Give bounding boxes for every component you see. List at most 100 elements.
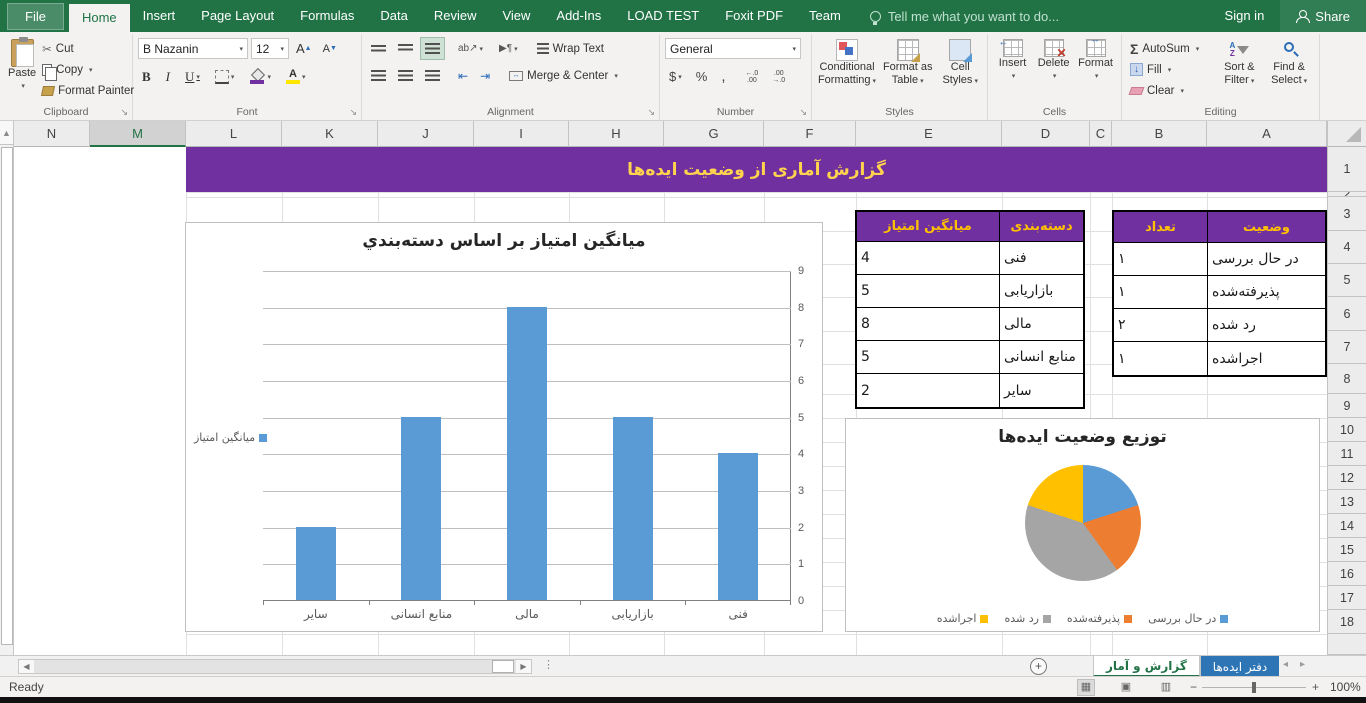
column-header-G[interactable]: G bbox=[664, 121, 764, 147]
horizontal-scrollbar[interactable]: ◀ ▶ bbox=[18, 659, 532, 674]
merge-center-button[interactable]: ↔ Merge & Center ▾ bbox=[506, 65, 621, 86]
alignment-dialog-launcher[interactable]: ↘ bbox=[647, 107, 655, 117]
row-header-2[interactable]: 2 bbox=[1327, 192, 1366, 197]
shrink-font-button[interactable]: A ▼ bbox=[322, 42, 337, 55]
category-table-cell-3-1[interactable]: 5 bbox=[857, 341, 999, 374]
horizontal-scroll-thumb[interactable] bbox=[492, 660, 514, 673]
category-table-row[interactable]: فنی 4 bbox=[857, 242, 1083, 275]
format-cells-button[interactable]: ↔ Format ▾ bbox=[1078, 34, 1113, 81]
font-color-button[interactable]: A ▾ bbox=[282, 66, 310, 87]
fill-color-button[interactable]: ▾ bbox=[245, 66, 275, 87]
status-table[interactable]: وضعیت تعداد در حال بررسی ۱ پذیرفته‌شده ۱ رد شد… bbox=[1112, 210, 1327, 377]
status-table-cell-1-1[interactable]: ۱ bbox=[1114, 276, 1207, 309]
orientation-button[interactable]: ab↗ ▾ bbox=[458, 43, 484, 54]
status-table-cell-0-1[interactable]: ۱ bbox=[1114, 243, 1207, 276]
bottom-align-button[interactable] bbox=[420, 37, 445, 60]
category-table-cell-3-0[interactable]: منابع انسانی bbox=[999, 341, 1083, 374]
bar-chart[interactable]: میانگین امتیاز بر اساس دسته‌بندي 0 1 2 3 4 5 6… bbox=[185, 222, 823, 632]
underline-button[interactable]: U ▾ bbox=[185, 68, 200, 84]
bold-button[interactable]: B bbox=[142, 68, 151, 84]
borders-button[interactable]: ▾ bbox=[211, 66, 239, 87]
row-header-15[interactable]: 15 bbox=[1327, 538, 1366, 562]
bar-بازاریابی[interactable] bbox=[612, 416, 653, 600]
ribbon-tab-insert[interactable]: Insert bbox=[142, 8, 176, 23]
column-header-J[interactable]: J bbox=[378, 121, 474, 147]
row-header-8[interactable]: 8 bbox=[1327, 364, 1366, 394]
category-table-cell-4-1[interactable]: 2 bbox=[861, 382, 870, 399]
column-header-A[interactable]: A bbox=[1207, 121, 1327, 147]
report-title-banner[interactable]: گزارش آماری از وضعیت ایده‌ها bbox=[186, 147, 1327, 192]
font-size-select[interactable]: 12 ▾ bbox=[251, 38, 289, 59]
row-header-14[interactable]: 14 bbox=[1327, 514, 1366, 538]
column-header-L[interactable]: L bbox=[186, 121, 282, 147]
scroll-left-icon[interactable]: ◀ bbox=[19, 660, 34, 673]
row-header-17[interactable]: 17 bbox=[1327, 586, 1366, 610]
bar-منابع انسانی[interactable] bbox=[401, 416, 442, 600]
insert-cells-button[interactable]: ← Insert ▾ bbox=[998, 37, 1027, 81]
conditional-formatting-button[interactable]: Conditional Formatting ▾ bbox=[817, 36, 877, 104]
status-table-cell-3-1[interactable]: ۱ bbox=[1118, 350, 1126, 367]
increase-decimal-button[interactable]: ←.0.00 bbox=[745, 69, 759, 84]
clear-button[interactable]: Clear ▾ bbox=[1127, 80, 1215, 101]
category-table[interactable]: دسته‌بندی میانگین امتیاز فنی 4 بازاریابی 5 مال… bbox=[855, 210, 1085, 409]
row-header-4[interactable]: 4 bbox=[1327, 231, 1366, 264]
grow-font-button[interactable]: A ▲ bbox=[296, 41, 312, 56]
ribbon-tab-review[interactable]: Review bbox=[433, 8, 477, 23]
decrease-indent-button[interactable]: ⇤ bbox=[454, 65, 472, 86]
increase-indent-button[interactable]: ⇥ bbox=[476, 65, 494, 86]
category-table-cell-2-0[interactable]: مالی bbox=[999, 308, 1083, 341]
column-header-C[interactable]: C bbox=[1090, 121, 1112, 147]
ribbon-tab-data[interactable]: Data bbox=[380, 8, 408, 23]
column-header-B[interactable]: B bbox=[1112, 121, 1207, 147]
bar-سایر[interactable] bbox=[295, 526, 336, 600]
share-button[interactable]: Share bbox=[1280, 0, 1366, 32]
copy-button[interactable]: Copy ▾ bbox=[39, 59, 137, 81]
status-table-cell-2-0[interactable]: رد شده bbox=[1207, 309, 1325, 342]
category-table-cell-1-0[interactable]: بازاریابی bbox=[999, 275, 1083, 308]
font-name-select[interactable]: B Nazanin ▾ bbox=[138, 38, 248, 59]
comma-style-button[interactable]: , bbox=[721, 68, 726, 85]
bar-فنی[interactable] bbox=[718, 453, 759, 600]
column-header-N[interactable]: N bbox=[14, 121, 90, 147]
zoom-slider-thumb[interactable] bbox=[1252, 682, 1256, 693]
column-header-H[interactable]: H bbox=[569, 121, 664, 147]
column-header-F[interactable]: F bbox=[764, 121, 856, 147]
format-painter-button[interactable]: Format Painter bbox=[39, 80, 137, 101]
splitter-dots-icon[interactable]: ⋮ bbox=[543, 659, 554, 671]
category-table-row[interactable]: مالی 8 bbox=[857, 308, 1083, 341]
category-table-cell-1-1[interactable]: 5 bbox=[857, 275, 999, 308]
select-all-corner[interactable] bbox=[1327, 121, 1366, 147]
category-table-row[interactable]: منابع انسانی 5 bbox=[857, 341, 1083, 374]
cut-button[interactable]: ✂ Cut bbox=[42, 42, 74, 56]
ribbon-tab-home[interactable]: Home bbox=[68, 4, 130, 32]
ribbon-tab-page-layout[interactable]: Page Layout bbox=[201, 8, 275, 23]
category-table-row[interactable]: سایر 2 bbox=[857, 374, 1083, 407]
ribbon-tab-file[interactable]: File bbox=[7, 2, 64, 30]
autosum-button[interactable]: Σ AutoSum ▾ bbox=[1130, 40, 1200, 57]
decrease-decimal-button[interactable]: .00 →.0 bbox=[772, 69, 786, 84]
middle-align-button[interactable] bbox=[394, 38, 417, 59]
find-select-button[interactable]: Find & Select ▾ bbox=[1264, 36, 1314, 104]
number-dialog-launcher[interactable]: ↘ bbox=[799, 107, 807, 117]
row-header-13[interactable]: 13 bbox=[1327, 490, 1366, 514]
sheet-tab-colored[interactable]: دفتر ایده‌ها bbox=[1199, 656, 1280, 677]
ribbon-tab-view[interactable]: View bbox=[502, 8, 531, 23]
bar-مالی[interactable] bbox=[507, 306, 547, 600]
text-direction-button[interactable]: ▶¶ ▾ bbox=[499, 43, 518, 54]
pie-chart[interactable]: توزیع وضعیت ایده‌ها در حال بررسی پذیرفته‌… bbox=[845, 418, 1320, 632]
category-table-row[interactable]: بازاریابی 5 bbox=[857, 275, 1083, 308]
ribbon-tab-foxit-pdf[interactable]: Foxit PDF bbox=[725, 8, 784, 23]
sheet-nav-arrows[interactable]: ◂▸ bbox=[1283, 659, 1318, 670]
row-header-5[interactable]: 5 bbox=[1327, 264, 1366, 297]
format-as-table-button[interactable]: Format as Table ▾ bbox=[879, 36, 936, 104]
vertical-scrollbar[interactable]: ▲ bbox=[0, 121, 14, 655]
normal-view-icon[interactable]: ▦ bbox=[1077, 679, 1095, 696]
ribbon-tab-formulas[interactable]: Formulas bbox=[300, 8, 355, 23]
category-table-cell-0-1[interactable]: 4 bbox=[857, 242, 999, 275]
row-header-9[interactable]: 9 bbox=[1327, 394, 1366, 418]
status-table-cell-0-0[interactable]: در حال بررسی bbox=[1207, 243, 1325, 276]
zoom-in-button[interactable]: + bbox=[1312, 680, 1320, 694]
row-header-12[interactable]: 12 bbox=[1327, 466, 1366, 490]
zoom-out-button[interactable]: − bbox=[1190, 680, 1198, 694]
zoom-level[interactable]: 100% bbox=[1330, 680, 1361, 694]
